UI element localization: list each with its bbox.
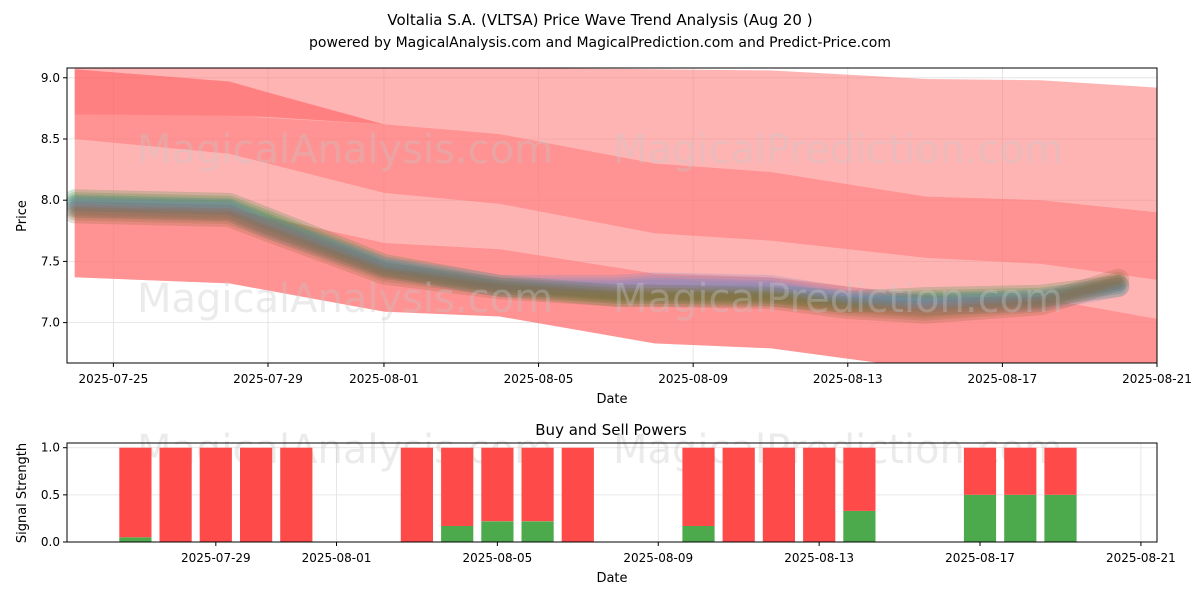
bottom-bars (119, 447, 1077, 542)
chart-subtitle: powered by MagicalAnalysis.com and Magic… (309, 35, 891, 51)
series-line (67, 195, 1130, 316)
watermark-text: MagicalPrediction.com (613, 276, 1063, 322)
series-line (67, 192, 1127, 310)
top-plot-frame (66, 67, 1158, 364)
x-tick-label: 2025-08-05 (504, 372, 574, 386)
sell-bar (521, 447, 554, 522)
y-tick-label: 1.0 (41, 441, 60, 455)
sell-bar (561, 447, 594, 542)
buy-bar (521, 521, 554, 542)
series-line (69, 200, 1124, 310)
sell-bar (400, 447, 433, 542)
series-line (69, 194, 1124, 308)
bottom-x-axis-label: Date (596, 571, 627, 586)
x-tick-label: 2025-08-09 (623, 551, 693, 565)
bottom-ticks: 2025-07-29 2025-08-01 2025-08-05 2025-08-09… (41, 441, 1176, 565)
x-tick-label: 2025-08-21 (1122, 372, 1192, 386)
buy-bar (481, 521, 514, 542)
bottom-y-axis-label: Signal Strength (15, 443, 30, 543)
y-tick-label: 8.5 (41, 132, 60, 146)
x-tick-label: 2025-07-29 (181, 551, 251, 565)
x-tick-label: 2025-08-13 (784, 551, 854, 565)
buy-bar (843, 510, 876, 542)
series-line (71, 202, 1122, 308)
sell-bar (843, 447, 876, 511)
top-y-axis-label: Price (15, 200, 30, 232)
buy-bar (119, 537, 152, 542)
buy-bar (441, 526, 474, 542)
x-tick-label: 2025-08-17 (945, 551, 1015, 565)
x-tick-label: 2025-08-01 (349, 372, 419, 386)
series-line (69, 206, 1124, 319)
y-tick-label: 0.0 (41, 535, 60, 549)
x-tick-label: 2025-08-09 (658, 372, 728, 386)
buy-sell-powers-chart: Buy and Sell Powers MagicalAnalysis.com … (15, 421, 1176, 586)
top-ticks: 2025-07-25 2025-07-29 2025-08-01 2025-08-05… (41, 71, 1192, 386)
series-line (67, 201, 1130, 324)
buy-bar (682, 526, 715, 542)
bottom-plot-frame (66, 442, 1158, 543)
series-line (71, 208, 1122, 317)
x-tick-label: 2025-08-01 (302, 551, 372, 565)
sell-bar (762, 447, 795, 542)
top-bands (74, 68, 1157, 363)
watermark-text: MagicalPrediction.com (613, 127, 1063, 173)
sell-bar (119, 447, 152, 538)
x-tick-label: 2025-08-21 (1106, 551, 1176, 565)
series-line (67, 204, 1127, 321)
top-x-axis-label: Date (596, 392, 627, 407)
sell-bar (240, 447, 273, 542)
sell-bar (199, 447, 232, 542)
series-line (67, 189, 1130, 313)
x-tick-label: 2025-07-29 (233, 372, 303, 386)
sell-bar (1044, 447, 1077, 495)
series-line (71, 196, 1122, 306)
sell-bar (481, 447, 514, 522)
buy-bar (963, 494, 997, 542)
sell-bar (159, 447, 192, 542)
price-wave-chart: MagicalAnalysis.com MagicalPrediction.co… (15, 67, 1192, 407)
y-tick-label: 0.5 (41, 488, 60, 502)
sell-bar (963, 447, 997, 495)
sell-bar (441, 447, 474, 526)
watermark-text: MagicalAnalysis.com (137, 276, 553, 322)
x-tick-label: 2025-08-05 (462, 551, 532, 565)
band-area (74, 69, 384, 125)
x-tick-label: 2025-08-13 (813, 372, 883, 386)
x-tick-label: 2025-07-25 (79, 372, 149, 386)
sell-bar (1004, 447, 1037, 495)
top-series (67, 189, 1130, 324)
sell-bar (722, 447, 755, 542)
y-tick-label: 9.0 (41, 71, 60, 85)
x-tick-label: 2025-08-17 (968, 372, 1038, 386)
band-area (74, 206, 1157, 363)
buy-bar (1044, 494, 1077, 542)
chart-title: Voltalia S.A. (VLTSA) Price Wave Trend A… (387, 11, 812, 29)
bottom-chart-title: Buy and Sell Powers (535, 421, 687, 439)
y-tick-label: 7.5 (41, 254, 60, 268)
y-tick-label: 7.0 (41, 316, 60, 330)
y-tick-label: 8.0 (41, 193, 60, 207)
buy-bar (1004, 494, 1037, 542)
sell-bar (682, 447, 715, 526)
series-line (67, 198, 1127, 313)
top-watermarks: MagicalAnalysis.com MagicalPrediction.co… (137, 127, 1063, 322)
sell-bar (280, 447, 313, 542)
watermark-text: MagicalAnalysis.com (137, 127, 553, 173)
sell-bar (803, 447, 836, 542)
